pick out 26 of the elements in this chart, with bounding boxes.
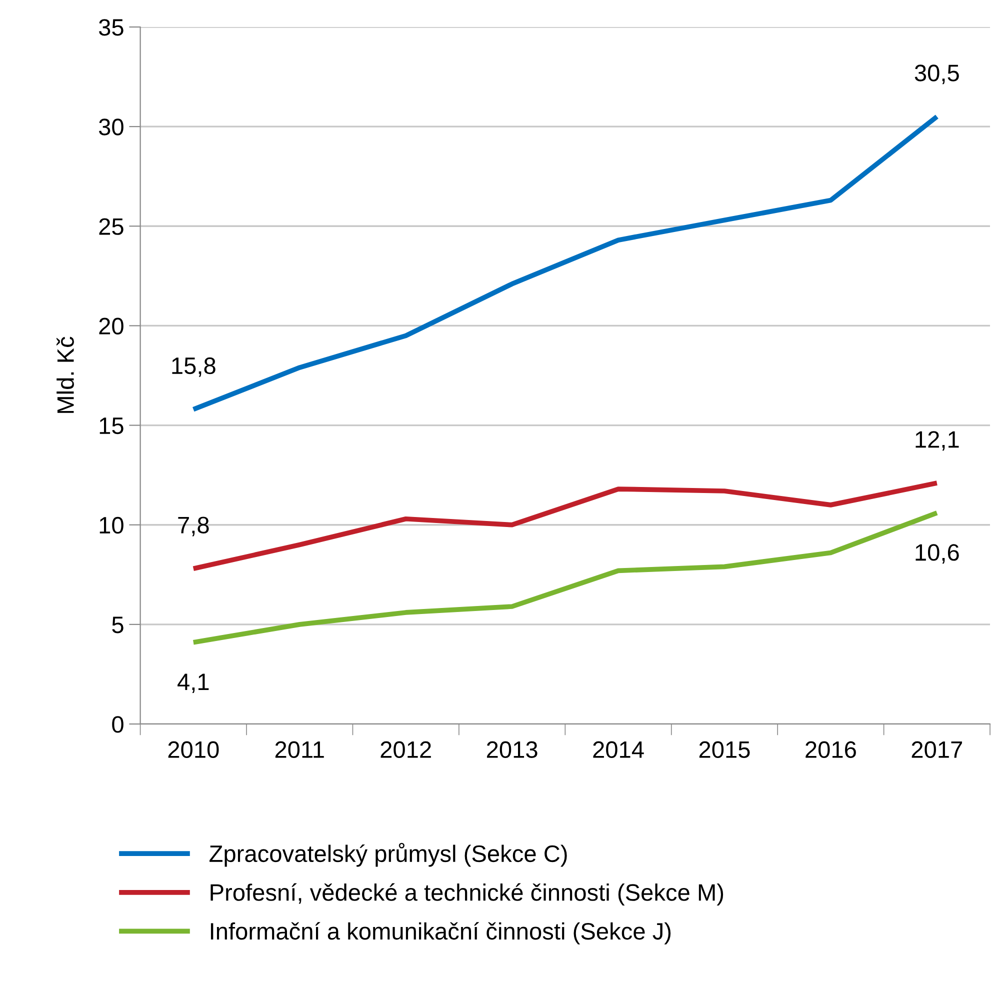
legend-label: Zpracovatelský průmysl (Sekce C) — [210, 842, 567, 867]
x-tick-label: 2013 — [486, 741, 538, 758]
data-label: 12,1 — [916, 431, 959, 451]
y-tick-label: 0 — [112, 716, 124, 733]
legend-label: Informační a komunikační činnosti (Sekce J) — [210, 922, 671, 944]
data-label: 10,6 — [916, 544, 959, 564]
x-tick-label: 2012 — [380, 741, 431, 758]
y-tick-label: 25 — [99, 218, 124, 235]
data-label: 30,5 — [914, 64, 959, 84]
x-tick-label: 2010 — [168, 741, 219, 758]
y-tick-label: 35 — [98, 19, 124, 36]
x-tick-label: 2015 — [699, 741, 750, 758]
y-tick-label: 5 — [112, 616, 124, 634]
x-tick-label: 2014 — [593, 741, 644, 758]
legend-label: Profesní, vědecké a technické činnosti (Sekce M) — [210, 883, 724, 906]
y-tick-label: 30 — [98, 118, 124, 136]
data-label: 4,1 — [178, 674, 209, 694]
y-tick-label: 10 — [100, 516, 124, 534]
y-tick-label: 15 — [100, 418, 124, 434]
y-tick-label: 20 — [99, 318, 124, 334]
data-label: 7,8 — [178, 516, 209, 536]
x-tick-label: 2011 — [275, 741, 324, 758]
x-tick-label: 2017 — [912, 741, 962, 758]
y-axis-title: Mld. Kč — [56, 336, 74, 413]
x-tick-label: 2016 — [806, 741, 856, 758]
data-label: 15,8 — [172, 357, 216, 377]
